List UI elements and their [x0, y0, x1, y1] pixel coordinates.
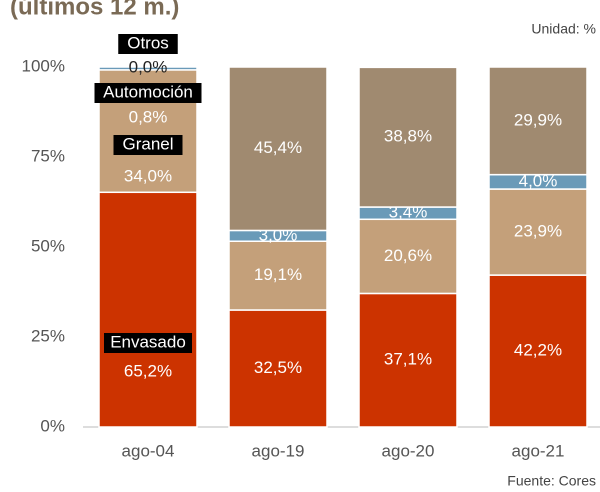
series-name: Otros — [127, 33, 169, 52]
value-label: 19,1% — [254, 265, 302, 284]
series-name-box — [104, 333, 192, 353]
bar-segment — [228, 66, 328, 232]
unit-note: Unidad: % — [531, 21, 596, 37]
value-label: 29,9% — [514, 110, 562, 129]
y-tick-label: 0% — [40, 416, 65, 435]
value-label: 4,0% — [519, 171, 558, 190]
x-tick-label: ago-21 — [512, 441, 565, 460]
bar-segment — [358, 66, 458, 208]
bar-segment — [98, 66, 198, 71]
bar-segment — [98, 191, 198, 428]
value-label: 20,6% — [384, 246, 432, 265]
value-label: 45,4% — [254, 138, 302, 157]
x-tick-label: ago-04 — [122, 441, 175, 460]
value-label: 23,9% — [514, 222, 562, 241]
bar-segment — [358, 218, 458, 295]
value-label: 0,8% — [129, 107, 168, 126]
x-tick-label: ago-19 — [252, 441, 305, 460]
bar-segment — [228, 240, 328, 311]
series-name-box — [113, 135, 183, 155]
bar-segment — [488, 66, 588, 176]
series-name: Automoción — [103, 82, 193, 101]
value-label: 65,2% — [124, 361, 172, 380]
bar-segment — [228, 309, 328, 428]
value-label: 0,0% — [129, 57, 168, 76]
value-label: 38,8% — [384, 127, 432, 146]
y-tick-label: 25% — [31, 326, 65, 345]
y-tick-label: 100% — [22, 56, 65, 75]
series-name-box — [118, 34, 178, 54]
value-label: 32,5% — [254, 358, 302, 377]
value-label: 42,2% — [514, 341, 562, 360]
y-tick-label: 75% — [31, 146, 65, 165]
chart-title: (últimos 12 m.) — [10, 0, 179, 20]
bar-segment — [358, 292, 458, 428]
series-name-box — [94, 83, 202, 103]
value-label: 37,1% — [384, 350, 432, 369]
source-note: Fuente: Cores — [507, 473, 596, 489]
bar-segment — [488, 188, 588, 276]
series-name: Envasado — [110, 332, 186, 351]
x-tick-label: ago-20 — [382, 441, 435, 460]
y-tick-label: 50% — [31, 236, 65, 255]
series-name: Granel — [122, 134, 173, 153]
value-label: 34,0% — [124, 166, 172, 185]
